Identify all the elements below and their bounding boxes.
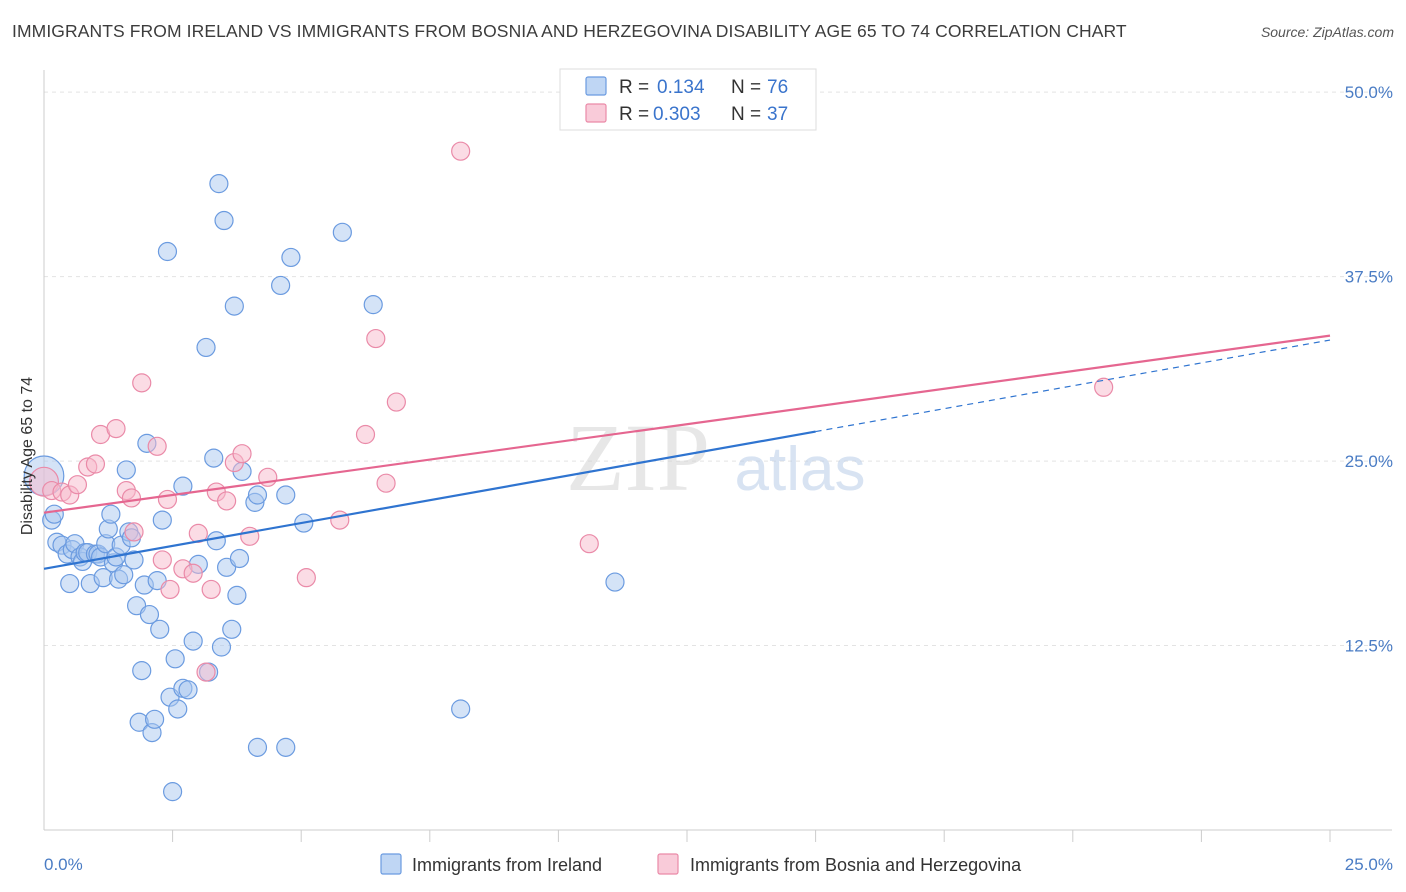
ireland-point bbox=[276, 485, 296, 505]
ireland-point bbox=[165, 649, 185, 669]
ireland-point bbox=[363, 295, 383, 315]
legend-r-value-ireland: 0.134 bbox=[657, 77, 705, 98]
ireland-point bbox=[209, 174, 229, 194]
bottom-legend-swatch-ireland bbox=[380, 853, 402, 875]
ireland-point bbox=[204, 448, 224, 468]
ireland-point bbox=[132, 661, 152, 681]
ireland-point bbox=[60, 573, 80, 594]
ireland-point bbox=[206, 531, 226, 551]
legend-r-value-bosnia: 0.303 bbox=[653, 104, 701, 125]
ireland-point bbox=[196, 337, 216, 358]
bosnia-point bbox=[1094, 377, 1114, 397]
ireland-point bbox=[178, 680, 198, 700]
legend-r-label-bosnia: R = bbox=[619, 104, 649, 125]
x-tick-label: 25.0% bbox=[1345, 855, 1393, 874]
ireland-point bbox=[144, 709, 165, 729]
tick-labels: 12.5% 25.0% 37.5% 50.0% 0.0% 25.0% bbox=[44, 83, 1393, 874]
bosnia-point bbox=[121, 488, 142, 508]
ireland-point bbox=[332, 222, 352, 242]
bosnia-point bbox=[147, 436, 167, 456]
ireland-point bbox=[271, 275, 291, 296]
bosnia-point bbox=[296, 568, 316, 588]
ireland-point bbox=[224, 296, 244, 316]
bosnia-point bbox=[579, 534, 599, 554]
legend-n-value-ireland: 76 bbox=[767, 77, 788, 98]
bottom-legend-swatch-bosnia bbox=[657, 853, 679, 875]
y-axis-label: Disability Age 65 to 74 bbox=[19, 377, 36, 535]
x-tick-label: 0.0% bbox=[44, 855, 83, 874]
bosnia-point bbox=[376, 473, 396, 493]
bosnia-point bbox=[451, 141, 471, 161]
series-legend: Immigrants from Ireland Immigrants from … bbox=[380, 853, 1022, 875]
grid-lines bbox=[44, 91, 1392, 647]
ireland-point bbox=[173, 476, 193, 496]
bosnia-point bbox=[201, 579, 221, 600]
ireland-point bbox=[247, 485, 268, 505]
bosnia-point bbox=[386, 392, 406, 412]
ireland-point bbox=[139, 604, 160, 625]
bosnia-point bbox=[157, 489, 178, 510]
ireland-point bbox=[168, 699, 188, 719]
ireland-point bbox=[114, 565, 134, 585]
bosnia-point bbox=[183, 563, 203, 583]
ireland-point bbox=[451, 699, 471, 719]
bottom-legend-label-ireland: Immigrants from Ireland bbox=[412, 855, 602, 875]
bosnia-point bbox=[196, 662, 216, 682]
ireland-point bbox=[183, 631, 203, 651]
bosnia-point bbox=[152, 550, 172, 570]
chart-source: Source: ZipAtlas.com bbox=[1260, 24, 1394, 40]
trend-lines bbox=[43, 334, 1331, 570]
ireland-point bbox=[116, 460, 136, 480]
y-tick-label: 50.0% bbox=[1345, 83, 1393, 102]
ireland-point bbox=[152, 510, 172, 530]
ireland-point bbox=[227, 585, 247, 605]
bosnia-point bbox=[160, 579, 180, 600]
ireland-point bbox=[214, 210, 234, 231]
ireland-trend-extension bbox=[815, 339, 1331, 433]
bosnia-point bbox=[132, 373, 152, 393]
y-tick-label: 37.5% bbox=[1345, 268, 1393, 287]
bosnia-point bbox=[366, 328, 386, 349]
bosnia-point bbox=[355, 424, 376, 445]
ireland-point bbox=[44, 504, 64, 524]
bottom-legend-label-bosnia: Immigrants from Bosnia and Herzegovina bbox=[690, 855, 1022, 875]
legend-n-label-ireland: N = bbox=[731, 77, 761, 98]
ireland-point bbox=[163, 782, 183, 802]
bosnia-point bbox=[85, 454, 106, 474]
ireland-point bbox=[124, 550, 144, 570]
ireland-trend-line bbox=[43, 430, 816, 570]
ireland-point bbox=[157, 241, 178, 262]
correlation-legend: R = 0.134 N = 76 R = 0.303 N = 37 bbox=[559, 68, 817, 131]
legend-r-label-ireland: R = bbox=[619, 77, 649, 98]
ireland-point bbox=[150, 619, 170, 639]
watermark-zip: ZIP bbox=[566, 404, 710, 511]
y-tick-label: 25.0% bbox=[1345, 452, 1393, 471]
y-tick-label: 12.5% bbox=[1345, 637, 1393, 656]
legend-swatch-ireland bbox=[585, 76, 607, 96]
ireland-point bbox=[101, 504, 121, 524]
bosnia-point bbox=[67, 475, 88, 495]
ireland-point bbox=[229, 548, 250, 569]
ireland-point bbox=[276, 737, 296, 757]
ireland-point bbox=[222, 619, 242, 639]
bosnia-trend-line bbox=[43, 334, 1331, 514]
axes bbox=[43, 70, 1392, 842]
bosnia-point bbox=[124, 522, 144, 542]
ireland-point bbox=[605, 572, 625, 592]
legend-swatch-bosnia bbox=[585, 103, 607, 123]
chart-title: IMMIGRANTS FROM IRELAND VS IMMIGRANTS FR… bbox=[12, 21, 1127, 41]
bosnia-point bbox=[330, 510, 350, 530]
watermark-atlas: atlas bbox=[735, 435, 866, 504]
bosnia-point bbox=[106, 419, 126, 439]
ireland-point bbox=[281, 247, 301, 268]
ireland-point bbox=[211, 637, 232, 657]
data-points bbox=[23, 141, 1114, 802]
bosnia-point bbox=[232, 444, 252, 464]
legend-n-label-bosnia: N = bbox=[731, 104, 761, 125]
ireland-point bbox=[247, 737, 268, 757]
legend-n-value-bosnia: 37 bbox=[767, 104, 788, 125]
bosnia-point bbox=[217, 491, 237, 511]
